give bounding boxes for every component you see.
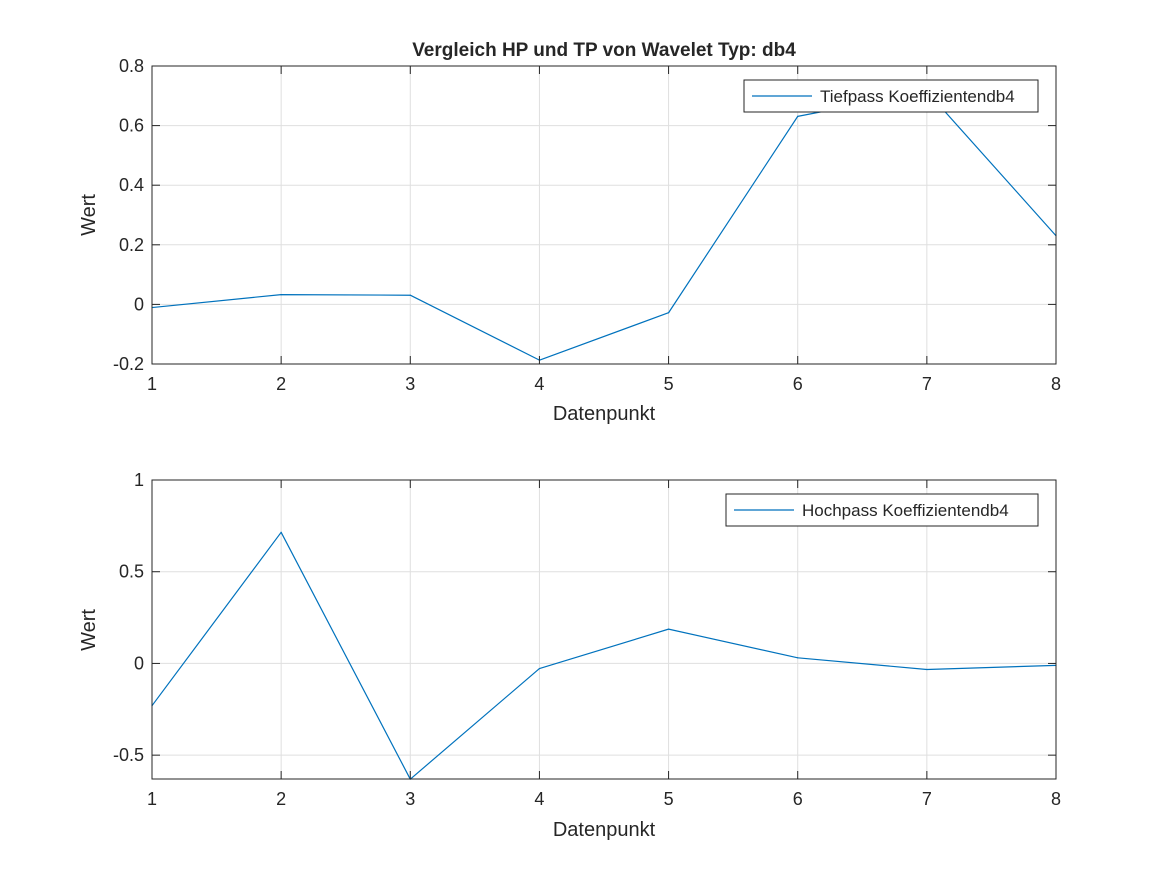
- y-axis-label: Wert: [78, 609, 100, 651]
- legend-entry-label: Hochpass Koeffizientendb4: [802, 501, 1009, 520]
- subplot-lowpass: 1 2 3 4 5 6 7 8 -0.2 0 0.2 0.4 0.6 0.8 Tiefpass Koeffi…: [78, 40, 1061, 425]
- data-point: [409, 294, 411, 296]
- plot-area: 1 2 3 4 5 6 7 8 -0.2 0 0.2 0.4 0.6 0.8 Tiefpass Koeffi…: [113, 56, 1061, 394]
- y-tick-label: 0.5: [119, 562, 144, 582]
- x-tick-label: 2: [276, 374, 286, 394]
- y-tick-label: 0.6: [119, 116, 144, 136]
- x-tick-label: 3: [405, 374, 415, 394]
- x-tick-label: 2: [276, 789, 286, 809]
- data-point: [280, 293, 282, 296]
- x-tick-label: 8: [1051, 374, 1061, 394]
- x-tick-label: 5: [664, 789, 674, 809]
- x-tick-label: 6: [793, 789, 803, 809]
- y-tick-label: -0.2: [113, 354, 144, 374]
- x-axis-label: Datenpunkt: [553, 403, 656, 425]
- data-point: [797, 115, 799, 117]
- data-point: [926, 668, 928, 671]
- legend-entry-label: Tiefpass Koeffizientendb4: [820, 87, 1015, 106]
- x-tick-label: 7: [922, 789, 932, 809]
- x-tick-label: 3: [405, 789, 415, 809]
- axes-background: [152, 480, 1056, 779]
- x-tick-label: 1: [147, 374, 157, 394]
- y-tick-label: 0.2: [119, 235, 144, 255]
- axes-box: [151, 479, 1057, 780]
- x-tick-label: 8: [1051, 789, 1061, 809]
- y-tick-label: -0.5: [113, 745, 144, 765]
- axes-box: [151, 65, 1057, 365]
- plot-area: 1 2 3 4 5 6 7 8 -0.5 0 0.5 1 Hochpass Koeffizientend…: [113, 470, 1061, 809]
- data-point: [667, 628, 670, 630]
- legend: Tiefpass Koeffizientendb4: [743, 79, 1039, 113]
- data-point: [538, 667, 541, 670]
- series-line: [151, 531, 1057, 780]
- x-tick-label: 1: [147, 789, 157, 809]
- y-tick-label: 0.8: [119, 56, 144, 76]
- chart-title: Vergleich HP und TP von Wavelet Typ: db4: [412, 40, 796, 61]
- axes-background: [152, 66, 1056, 364]
- y-tick-label: 1: [134, 470, 144, 490]
- x-tick-label: 4: [534, 789, 544, 809]
- x-tick-label: 6: [793, 374, 803, 394]
- y-tick-label: 0: [134, 653, 144, 673]
- y-tick-label: 0.4: [119, 175, 144, 195]
- y-tick-label: 0: [134, 294, 144, 314]
- data-point: [797, 657, 799, 659]
- x-tick-label: 5: [664, 374, 674, 394]
- x-tick-label: 4: [534, 374, 544, 394]
- data-point: [667, 312, 670, 314]
- x-tick-label: 7: [922, 374, 932, 394]
- legend: Hochpass Koeffizientendb4: [725, 493, 1039, 527]
- y-axis-label: Wert: [78, 194, 100, 236]
- x-axis-label: Datenpunkt: [553, 819, 656, 841]
- subplot-highpass: 1 2 3 4 5 6 7 8 -0.5 0 0.5 1 Hochpass Koeffizientend…: [78, 470, 1061, 841]
- data-point: [280, 531, 282, 533]
